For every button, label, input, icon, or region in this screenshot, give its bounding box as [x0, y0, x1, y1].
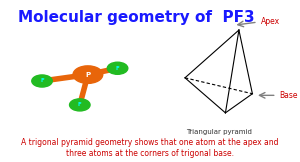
Text: three atoms at the corners of trigonal base.: three atoms at the corners of trigonal b… — [66, 149, 234, 158]
Circle shape — [107, 62, 128, 74]
Text: Molecular geometry of  PF3: Molecular geometry of PF3 — [18, 10, 255, 25]
Circle shape — [70, 99, 90, 111]
Text: F: F — [78, 102, 82, 107]
Text: Apex: Apex — [260, 17, 280, 26]
Circle shape — [73, 66, 103, 83]
Text: A trigonal pyramid geometry shows that one atom at the apex and: A trigonal pyramid geometry shows that o… — [21, 138, 279, 147]
Text: P: P — [85, 72, 91, 78]
Circle shape — [32, 75, 52, 87]
Text: Base: Base — [279, 91, 298, 100]
Text: Triangular pyramid: Triangular pyramid — [186, 129, 252, 135]
Text: F: F — [116, 66, 119, 71]
Text: F: F — [40, 79, 44, 83]
